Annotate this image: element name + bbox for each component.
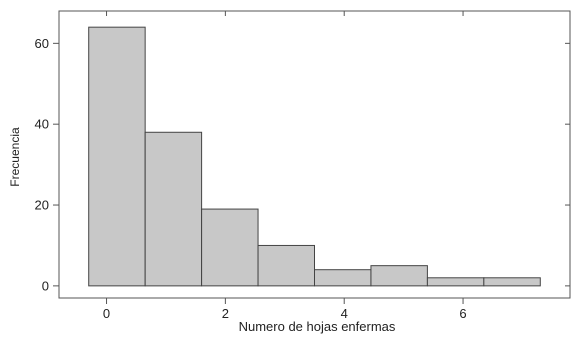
x-tick-label-3: 6 xyxy=(459,306,466,321)
histogram-bar-0 xyxy=(88,26,146,287)
y-tick-label-0: 0 xyxy=(42,278,49,293)
histogram-bar-7 xyxy=(483,277,541,287)
histogram-bar-2 xyxy=(201,208,259,287)
bars-group xyxy=(88,26,541,287)
x-tick-label-0: 0 xyxy=(103,306,110,321)
plot-frame xyxy=(58,10,571,299)
histogram-bar-3 xyxy=(257,244,315,287)
y-tick-label-1: 20 xyxy=(35,198,49,213)
x-tick-label-1: 2 xyxy=(222,306,229,321)
histogram-bar-5 xyxy=(370,265,428,287)
histogram-bar-1 xyxy=(144,131,203,287)
y-tick-label-2: 40 xyxy=(35,117,49,132)
histogram-bar-6 xyxy=(426,277,485,287)
histogram-bar-4 xyxy=(314,269,372,287)
y-axis-label: Frecuencia xyxy=(8,127,22,187)
y-tick-label-3: 60 xyxy=(35,36,49,51)
x-tick-label-2: 4 xyxy=(341,306,348,321)
x-axis-label: Numero de hojas enfermas xyxy=(239,319,396,334)
